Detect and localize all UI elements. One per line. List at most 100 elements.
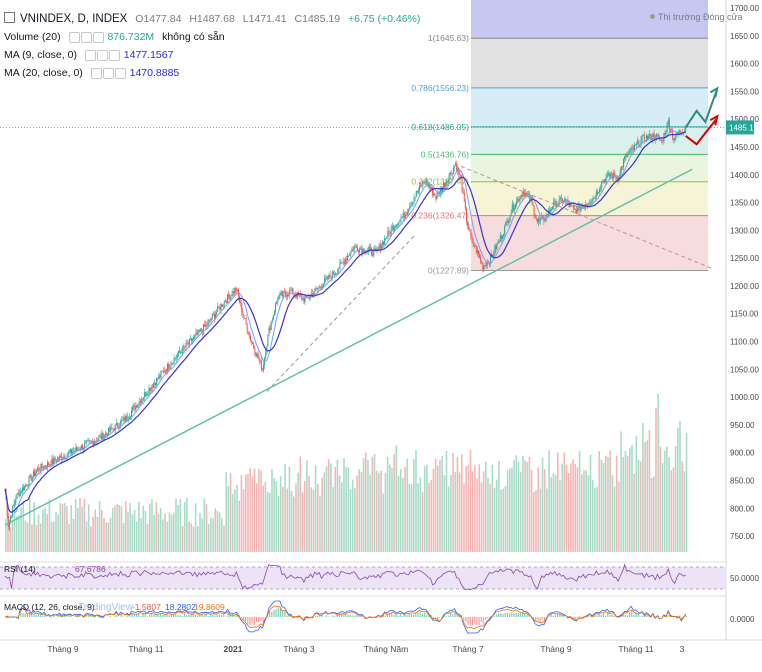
candle-body — [218, 306, 219, 307]
macd-histogram-bar — [633, 615, 634, 617]
candle-body — [133, 406, 134, 407]
volume-bar — [673, 467, 675, 552]
candle-body — [425, 182, 426, 183]
gear-icon[interactable] — [81, 32, 92, 43]
candle-body — [247, 324, 248, 331]
volume-bar — [433, 469, 435, 552]
candle-body — [201, 329, 202, 331]
volume-bar — [188, 522, 190, 552]
collapse-icon[interactable] — [4, 12, 15, 23]
candle-body — [302, 298, 303, 300]
candle-body — [462, 178, 463, 191]
macd-histogram-bar — [343, 614, 344, 617]
volume-bar — [404, 467, 406, 552]
candle-body — [477, 250, 478, 253]
volume-bar — [409, 484, 411, 552]
macd-histogram-bar — [75, 616, 76, 617]
gear-icon[interactable] — [97, 50, 108, 61]
candle-body — [282, 292, 283, 296]
close-icon[interactable] — [115, 68, 126, 79]
macd-histogram-bar — [500, 613, 501, 617]
ma20-label[interactable]: MA (20, close, 0) — [4, 67, 83, 79]
macd-histogram-bar — [629, 613, 630, 617]
symbol-title[interactable]: VNINDEX, D, INDEX — [20, 13, 127, 25]
time-axis-tick: Tháng 9 — [47, 644, 78, 654]
candle-body — [150, 388, 151, 391]
close-icon[interactable] — [109, 50, 120, 61]
eye-icon[interactable] — [91, 68, 102, 79]
volume-bar — [428, 483, 430, 552]
volume-bar — [345, 467, 347, 552]
macd-histogram-bar — [162, 615, 163, 617]
candle-body — [182, 346, 183, 353]
candle-body — [446, 182, 447, 183]
volume-bar — [197, 526, 199, 552]
candle-body — [219, 307, 220, 309]
candle-body — [226, 302, 227, 303]
candle-body — [102, 433, 103, 439]
candle-body — [630, 150, 631, 153]
volume-bar — [487, 478, 489, 552]
close-icon[interactable] — [93, 32, 104, 43]
volume-bar — [92, 517, 94, 552]
gear-icon[interactable] — [103, 68, 114, 79]
volume-bar — [238, 501, 240, 552]
candle-body — [433, 194, 434, 195]
volume-bar — [108, 523, 110, 552]
candle-body — [545, 220, 546, 221]
volume-bar — [372, 457, 374, 552]
eye-icon[interactable] — [85, 50, 96, 61]
candle-body — [517, 199, 518, 201]
candle-body — [437, 193, 438, 199]
volume-bar — [435, 459, 437, 552]
volume-bar — [570, 464, 572, 552]
volume-bar — [125, 501, 127, 552]
volume-bar — [180, 499, 182, 552]
volume-bar — [468, 465, 470, 552]
candle-body — [22, 488, 23, 493]
candle-body — [481, 262, 482, 263]
candle-body — [35, 473, 36, 476]
candle-body — [39, 471, 40, 472]
candle-body — [187, 343, 188, 344]
volume-bar — [664, 451, 666, 552]
volume-bar — [169, 512, 171, 552]
candle-body — [142, 399, 143, 400]
macd-histogram-bar — [494, 616, 495, 617]
volume-bar — [684, 471, 686, 552]
candle-body — [521, 195, 522, 198]
volume-bar — [378, 473, 380, 552]
macd-histogram-bar — [33, 614, 34, 617]
candle-body — [607, 175, 608, 178]
volume-bar — [273, 478, 275, 552]
volume-bar — [450, 475, 452, 552]
candle-body — [213, 314, 214, 315]
candle-body — [69, 452, 70, 453]
candle-body — [291, 289, 292, 291]
ma9-label[interactable]: MA (9, close, 0) — [4, 49, 77, 61]
candle-body — [101, 436, 102, 439]
candle-body — [240, 302, 241, 303]
volume-bar — [241, 475, 243, 552]
volume-bar — [123, 523, 125, 552]
volume-bar — [494, 488, 496, 552]
candle-body — [71, 449, 72, 453]
candle-body — [454, 166, 455, 168]
volume-bar — [400, 469, 402, 552]
macd-histogram-bar — [186, 615, 187, 617]
eye-icon[interactable] — [69, 32, 80, 43]
candle-body — [535, 215, 536, 218]
volume-label[interactable]: Volume (20) — [4, 31, 61, 43]
candle-body — [253, 344, 254, 348]
macd-histogram-bar — [286, 616, 287, 617]
candle-body — [650, 134, 651, 140]
candle-body — [193, 337, 194, 340]
volume-bar — [258, 469, 260, 552]
candle-body — [144, 392, 145, 397]
candle-body — [178, 351, 179, 355]
volume-bar — [620, 431, 622, 552]
candle-body — [485, 265, 486, 266]
volume-bar — [574, 464, 576, 552]
macd-histogram-bar — [516, 613, 517, 617]
